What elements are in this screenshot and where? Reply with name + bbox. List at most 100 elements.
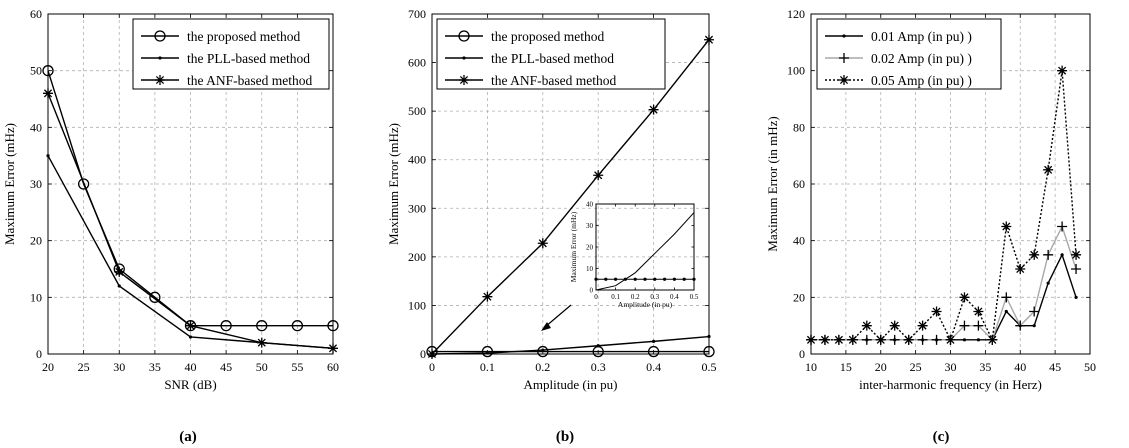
panel-c-series-2-point (819, 334, 830, 345)
panel-b-series-1-point (652, 339, 656, 343)
panel-b-inset-series-0-point (633, 277, 637, 281)
panel-b-legend-marker-0 (458, 30, 470, 42)
panel-a-x-axis-label: SNR (dB) (164, 377, 216, 392)
panel-c-series-0-point (976, 338, 981, 342)
panel-b-legend-marker-1 (462, 56, 466, 60)
panel-a-legend-entry-2: the ANF-based method (187, 73, 312, 88)
panel-b-series-line-2 (431, 39, 710, 355)
panel-a-xtick-label: 35 (149, 360, 161, 374)
panel-c-series-2-point (917, 320, 928, 331)
panel-c-legend-entry-0: 0.01 Amp (in pu) ) (871, 29, 972, 44)
panel-c-ytick-label: 80 (793, 120, 805, 134)
panel-c-series-2-point (875, 334, 886, 345)
panel-b-series-line-1 (431, 335, 710, 355)
panel-c-series-2-point (806, 334, 816, 345)
panel-c-series-1-point (861, 334, 872, 345)
panel-b-inset-series-0-point (692, 277, 696, 281)
panel-b-xtick-label: 0.5 (702, 360, 717, 374)
panel-a-legend (132, 18, 330, 90)
panel-a-legend-marker-2 (155, 75, 165, 85)
panel-a-series-2-point (114, 266, 125, 277)
panel-b-inset-xtick-label: 0 (594, 293, 598, 301)
panel-b-legend (436, 18, 666, 90)
panel-c-series-1-point (889, 334, 900, 345)
panel-c-series-2-point (1001, 221, 1012, 232)
panel-a-series-0-point (77, 178, 90, 190)
panel-b-inset-xtick-label: 0.2 (631, 293, 640, 301)
panel-a-series-0-point (42, 65, 54, 77)
panel-a-series-1-point (46, 154, 50, 158)
panel-c-legend-marker-0 (842, 34, 846, 38)
panel-a-xtick-label: 60 (327, 360, 339, 374)
panel-c-series-1-point (973, 320, 984, 331)
panel-c-xtick-label: 30 (945, 360, 957, 374)
panel-b-legend-marker-2 (459, 75, 469, 85)
panel-b-series-1-point (541, 348, 545, 352)
panel-b-legend-entry-2: the ANF-based method (491, 73, 616, 88)
panel-b-series-2-point (427, 349, 437, 359)
panel-c-y-axis-label: Maximum Error (in mHz) (765, 116, 780, 251)
panel-b-inset-ytick-label: 20 (586, 244, 594, 252)
panel-a: 20 25 30 35 40 45 50 55 60 0 10 20 30 40 50 60 SNR (dB) M… (2, 7, 339, 392)
panel-b-xtick-label: 0.2 (535, 360, 550, 374)
panel-c-series-2-point (1043, 164, 1054, 175)
panel-b-series-0-point (647, 345, 660, 358)
panel-b-inset-series-line-1 (595, 212, 695, 291)
panel-b-ytick-label: 200 (408, 250, 426, 264)
panel-b-inset-x-axis-label: Amplitude (in pu) (618, 300, 673, 309)
panel-b-series-2-point (704, 34, 714, 45)
panel-b-inset-series-0-point (604, 277, 608, 281)
panel-a-series-0-point (149, 291, 161, 303)
panel-b-inset-arrow-head (541, 322, 551, 331)
panel-b-legend-entry-1: the PLL-based method (491, 51, 614, 66)
panel-c-xtick-label: 10 (805, 360, 817, 374)
panel-b-ytick-label: 300 (408, 201, 426, 215)
panel-a-series-line-0 (47, 70, 333, 327)
panel-a-xtick-label: 55 (291, 360, 303, 374)
panel-b-series-2-point (648, 104, 659, 115)
panel-c-series-0-point (962, 338, 967, 342)
panel-c-series-1-point (1057, 221, 1068, 232)
panel-b-series-2-point (593, 170, 604, 181)
panel-b-inset-series-0-point (594, 277, 598, 281)
panel-a-ytick-label: 10 (30, 290, 42, 304)
panel-c-series-1-point (931, 334, 942, 345)
panel-a-ytick-label: 40 (30, 120, 42, 134)
panel-c-series-1-point (1001, 292, 1012, 303)
panel-a-series-0-point (220, 320, 232, 332)
panel-a-legend-marker-1 (158, 56, 162, 60)
panel-b-inset-series-0-point (682, 277, 686, 281)
panel-a-y-axis-label: Maximum Error (mHz) (2, 123, 17, 245)
panel-c-series-0-point (1004, 309, 1008, 314)
panel-b-plot-frame (431, 13, 710, 355)
panel-a-legend-entry-0: the proposed method (187, 29, 300, 44)
panel-c-series-2-point (1057, 65, 1068, 76)
panel-c-series-0-point (1032, 324, 1036, 328)
panel-c-ytick-label: 120 (787, 7, 805, 21)
panel-b: 0 0.1 0.2 0.3 0.4 0.50100200300400500600700Am… (386, 7, 717, 392)
panel-b-ytick-label: 400 (408, 153, 426, 167)
panel-a-xtick-label: 25 (78, 360, 90, 374)
panel-b-inset-ytick-label: 40 (586, 201, 594, 209)
panel-c-series-0-point (1060, 253, 1064, 257)
panel-c-xtick-label: 35 (979, 360, 991, 374)
panel-a-series-2-point (185, 320, 196, 331)
panel-b-ytick-label: 700 (408, 7, 426, 21)
panel-b-ytick-label: 100 (408, 298, 426, 312)
panel-b-inset-series-0-point (672, 277, 677, 281)
panel-a-legend-marker-0 (154, 30, 166, 42)
panel-a-ytick-label: 60 (30, 7, 42, 21)
panel-a-xtick-label: 40 (185, 360, 197, 374)
panel-c-legend-entry-2: 0.05 Amp (in pu) ) (871, 73, 972, 88)
panel-b-xtick-label: 0.4 (646, 360, 661, 374)
panel-a-series-0-point (256, 320, 268, 332)
panel-c-ytick-label: 100 (787, 64, 805, 78)
panel-a-xtick-label: 45 (220, 360, 232, 374)
panel-c-xtick-label: 45 (1049, 360, 1061, 374)
panel-b-x-axis-label: Amplitude (in pu) (524, 377, 618, 392)
panel-b-series-2-point (482, 291, 493, 302)
panel-c-series-0-point (1074, 295, 1078, 299)
panel-b-inset-series-0-point (643, 277, 647, 281)
panel-b-inset: 0 0.1 0.2 0.3 0.4 0.5 0 10 20 30 40 Amplitude (in p… (569, 201, 699, 310)
panel-c-series-1-point (1029, 306, 1040, 317)
